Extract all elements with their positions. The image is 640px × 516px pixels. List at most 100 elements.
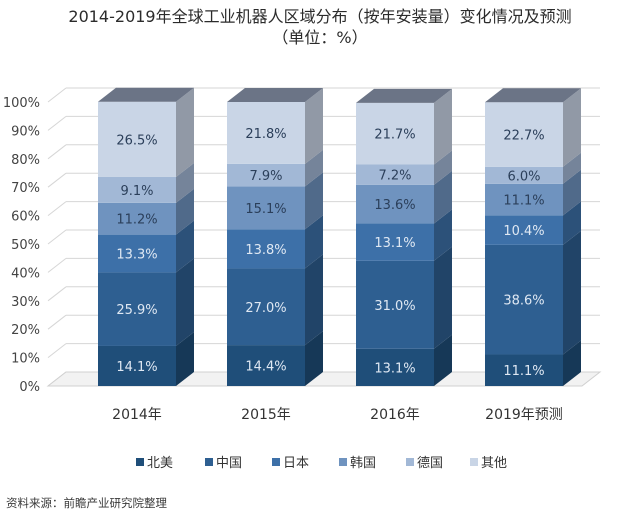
bar-side-德国 [305, 149, 323, 187]
bar-segment-北美 [227, 345, 305, 386]
x-tick-label: 2019年预测 [485, 407, 563, 423]
bar-side-韩国 [434, 170, 452, 224]
x-axis-ticks: 2014年 2015年 2016年 2019年预测 [112, 407, 563, 423]
chart-title: 2014-2019年全球工业机器人区域分布（按年安装量）变化情况及预测 （单位：… [0, 6, 640, 48]
y-tick-label: 60% [11, 210, 40, 225]
bar-side-韩国 [305, 172, 323, 230]
data-label: 26.5% [116, 133, 157, 148]
bar-segment-北美 [356, 348, 434, 386]
bar-segment-日本 [485, 215, 563, 245]
gridline-diagonal [47, 116, 67, 131]
data-label: 6.0% [507, 169, 540, 184]
data-label: 22.7% [503, 129, 544, 144]
y-tick-label: 70% [11, 181, 40, 196]
source-note: 资料来源：前瞻产业研究院整理 [6, 496, 167, 510]
gridline-diagonal [47, 144, 67, 160]
data-label: 15.1% [245, 202, 286, 217]
y-tick-label: 100% [3, 96, 40, 111]
bar-side-中国 [563, 230, 581, 355]
data-label: 7.9% [249, 169, 282, 184]
data-label: 21.8% [245, 127, 286, 142]
gridline-diagonal [47, 172, 67, 188]
data-label: 13.6% [374, 198, 415, 213]
bar-side-日本 [563, 201, 581, 245]
bar-segment-德国 [227, 163, 305, 187]
gridline-diagonal [47, 229, 67, 245]
data-label: 13.8% [245, 243, 286, 258]
y-axis-ticks: 0% 10% 20% 30% 40% 50% 60% 70% 80% 90% 100% [3, 96, 40, 395]
legend: 北美 中国 日本 韩国 德国 其他 [136, 456, 507, 471]
bar-side-北美 [563, 340, 581, 386]
bar-top-face [356, 88, 452, 103]
legend-label-其他: 其他 [481, 456, 507, 471]
x-tick-label: 2014年 [112, 407, 162, 423]
data-label: 25.9% [116, 303, 157, 318]
bar-segment-韩国 [98, 202, 176, 235]
data-label: 14.4% [245, 360, 286, 375]
bar-segment-韩国 [356, 184, 434, 224]
bar-top-face [227, 88, 323, 102]
data-label: 27.0% [245, 301, 286, 316]
legend-label-中国: 中国 [216, 456, 242, 471]
bar-segment-韩国 [485, 183, 563, 216]
data-label: 13.1% [374, 236, 415, 251]
x-tick-label: 2016年 [370, 407, 420, 423]
data-label: 11.1% [503, 194, 544, 209]
legend-swatch-日本 [272, 458, 280, 466]
bar-segment-中国 [227, 268, 305, 346]
chart-title-line: 2014-2019年全球工业机器人区域分布（按年安装量）变化情况及预测 [68, 7, 572, 26]
bar-side-德国 [176, 162, 194, 203]
legend-label-德国: 德国 [417, 456, 443, 471]
bar-segment-其他 [356, 102, 434, 165]
y-tick-label: 50% [11, 238, 40, 253]
gridline-diagonal [47, 87, 67, 103]
bar-side-其他 [563, 88, 581, 167]
bar-segment-德国 [485, 166, 563, 184]
gridline-diagonal [47, 258, 67, 273]
x-tick-label: 2015年 [241, 407, 291, 423]
legend-label-北美: 北美 [147, 456, 173, 471]
bar-side-韩国 [563, 169, 581, 216]
y-tick-label: 0% [19, 380, 40, 395]
bar-side-其他 [176, 87, 194, 177]
bar-segment-韩国 [227, 186, 305, 230]
bar-segment-其他 [485, 102, 563, 167]
legend-label-日本: 日本 [283, 456, 309, 471]
bar-side-北美 [434, 334, 452, 386]
bar-side-中国 [305, 254, 323, 346]
data-label: 13.3% [116, 248, 157, 263]
y-tick-label: 10% [11, 352, 40, 367]
bar-segment-德国 [98, 176, 176, 203]
y-tick-label: 30% [11, 295, 40, 310]
bar-side-德国 [434, 150, 452, 185]
bar-segment-其他 [98, 101, 176, 177]
bar-segment-日本 [356, 223, 434, 261]
chart-subtitle: （单位：%） [272, 28, 368, 47]
bar-side-日本 [305, 215, 323, 269]
bar-side-中国 [434, 246, 452, 349]
bar-side-其他 [305, 88, 323, 164]
legend-swatch-其他 [470, 458, 478, 466]
y-tick-label: 40% [11, 266, 40, 281]
data-label: 7.2% [378, 169, 411, 184]
bar-segment-德国 [356, 164, 434, 185]
bar-segment-北美 [485, 354, 563, 386]
bar-side-日本 [434, 209, 452, 261]
data-label: 14.1% [116, 360, 157, 375]
bar-side-北美 [176, 331, 194, 386]
gridline-diagonal [47, 201, 67, 216]
bar-segment-中国 [98, 272, 176, 346]
bars-layer: 14.1% 25.9% 13.3% 11.2% 9.1% 26.5% 14.4% 27.0% 1… [98, 87, 581, 386]
gridline-diagonal [47, 314, 67, 330]
gridline-diagonal [47, 286, 67, 302]
bar-side-北美 [305, 331, 323, 386]
legend-swatch-德国 [406, 458, 414, 466]
y-tick-label: 80% [11, 153, 40, 168]
bar-segment-中国 [356, 260, 434, 349]
bar-segment-日本 [227, 229, 305, 269]
bar-side-日本 [176, 220, 194, 273]
bar-segment-日本 [98, 234, 176, 273]
bar-side-韩国 [176, 188, 194, 235]
data-label: 10.4% [503, 224, 544, 239]
data-label: 21.7% [374, 128, 415, 143]
